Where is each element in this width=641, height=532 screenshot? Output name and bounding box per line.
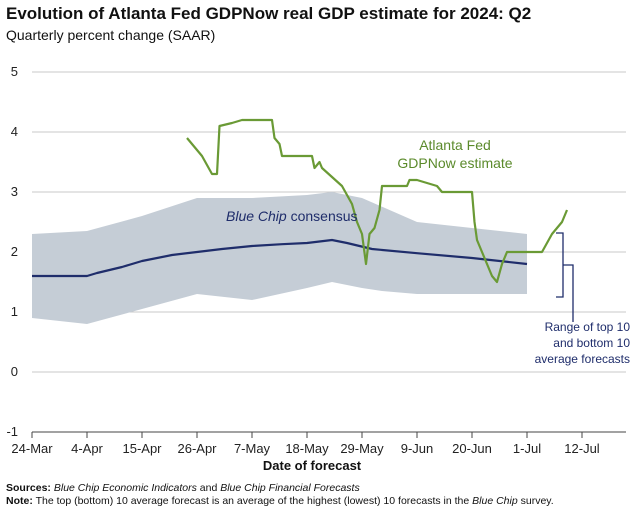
- range-label-line3: average forecasts: [535, 352, 630, 366]
- range-label-line2: and bottom 10: [553, 336, 630, 350]
- sources-and: and: [196, 482, 221, 494]
- chart-title: Evolution of Atlanta Fed GDPNow real GDP…: [6, 4, 532, 23]
- x-tick-label: 15-Apr: [122, 441, 162, 456]
- y-tick-label: 1: [11, 304, 18, 319]
- series-lines-layer: [32, 118, 569, 284]
- annotations-layer: Atlanta Fed GDPNow estimate Blue Chip co…: [226, 137, 630, 473]
- range-label-line1: Range of top 10: [545, 320, 631, 334]
- bluechip-label-rest: consensus: [287, 208, 358, 224]
- range-band-layer: [32, 192, 527, 324]
- note-text-1: The top (bottom) 10 average forecast is …: [32, 495, 473, 507]
- x-tick-label: 4-Apr: [71, 441, 103, 456]
- bluechip-label: Blue Chip consensus: [226, 208, 358, 224]
- axes-layer: 5 4 3 2 1 0 -1 24-Mar 4-Apr 15-Apr 26-Apr 7-May 18-M…: [6, 64, 626, 456]
- chart-footer: Sources: Blue Chip Economic Indicators a…: [6, 482, 632, 508]
- y-tick-label: 4: [11, 124, 18, 139]
- bluechip-label-italic: Blue Chip: [226, 208, 287, 224]
- x-tick-label: 18-May: [285, 441, 329, 456]
- y-tick-label: 3: [11, 184, 18, 199]
- y-tick-label: 5: [11, 64, 18, 79]
- y-tick-label: 0: [11, 364, 18, 379]
- x-tick-label: 26-Apr: [177, 441, 217, 456]
- x-tick-label: 24-Mar: [11, 441, 53, 456]
- chart-subtitle: Quarterly percent change (SAAR): [6, 27, 216, 43]
- x-tick-label: 29-May: [340, 441, 384, 456]
- bluechip-consensus-line: [32, 238, 528, 278]
- gdpnow-label-line1: Atlanta Fed: [419, 137, 491, 153]
- gdpnow-line: [186, 118, 569, 284]
- x-tick-label: 7-May: [234, 441, 271, 456]
- range-bracket: [556, 232, 574, 322]
- range-band: [32, 192, 527, 324]
- x-tick-label: 9-Jun: [401, 441, 434, 456]
- sources-label: Sources:: [6, 482, 51, 494]
- gdpnow-label-line2: GDPNow estimate: [397, 155, 512, 171]
- x-tick-label: 1-Jul: [513, 441, 541, 456]
- sources-line: Sources: Blue Chip Economic Indicators a…: [6, 482, 632, 495]
- y-tick-label: 2: [11, 244, 18, 259]
- note-label: Note:: [6, 495, 33, 507]
- note-line: Note: The top (bottom) 10 average foreca…: [6, 495, 632, 508]
- source-1: Blue Chip Economic Indicators: [53, 482, 197, 494]
- x-tick-label: 20-Jun: [452, 441, 492, 456]
- x-axis-title: Date of forecast: [263, 458, 362, 473]
- x-tick-label: 12-Jul: [564, 441, 600, 456]
- note-text-2: survey.: [517, 495, 554, 507]
- source-2: Blue Chip Financial Forecasts: [220, 482, 360, 494]
- y-tick-label: -1: [6, 424, 18, 439]
- note-italic: Blue Chip: [472, 495, 518, 507]
